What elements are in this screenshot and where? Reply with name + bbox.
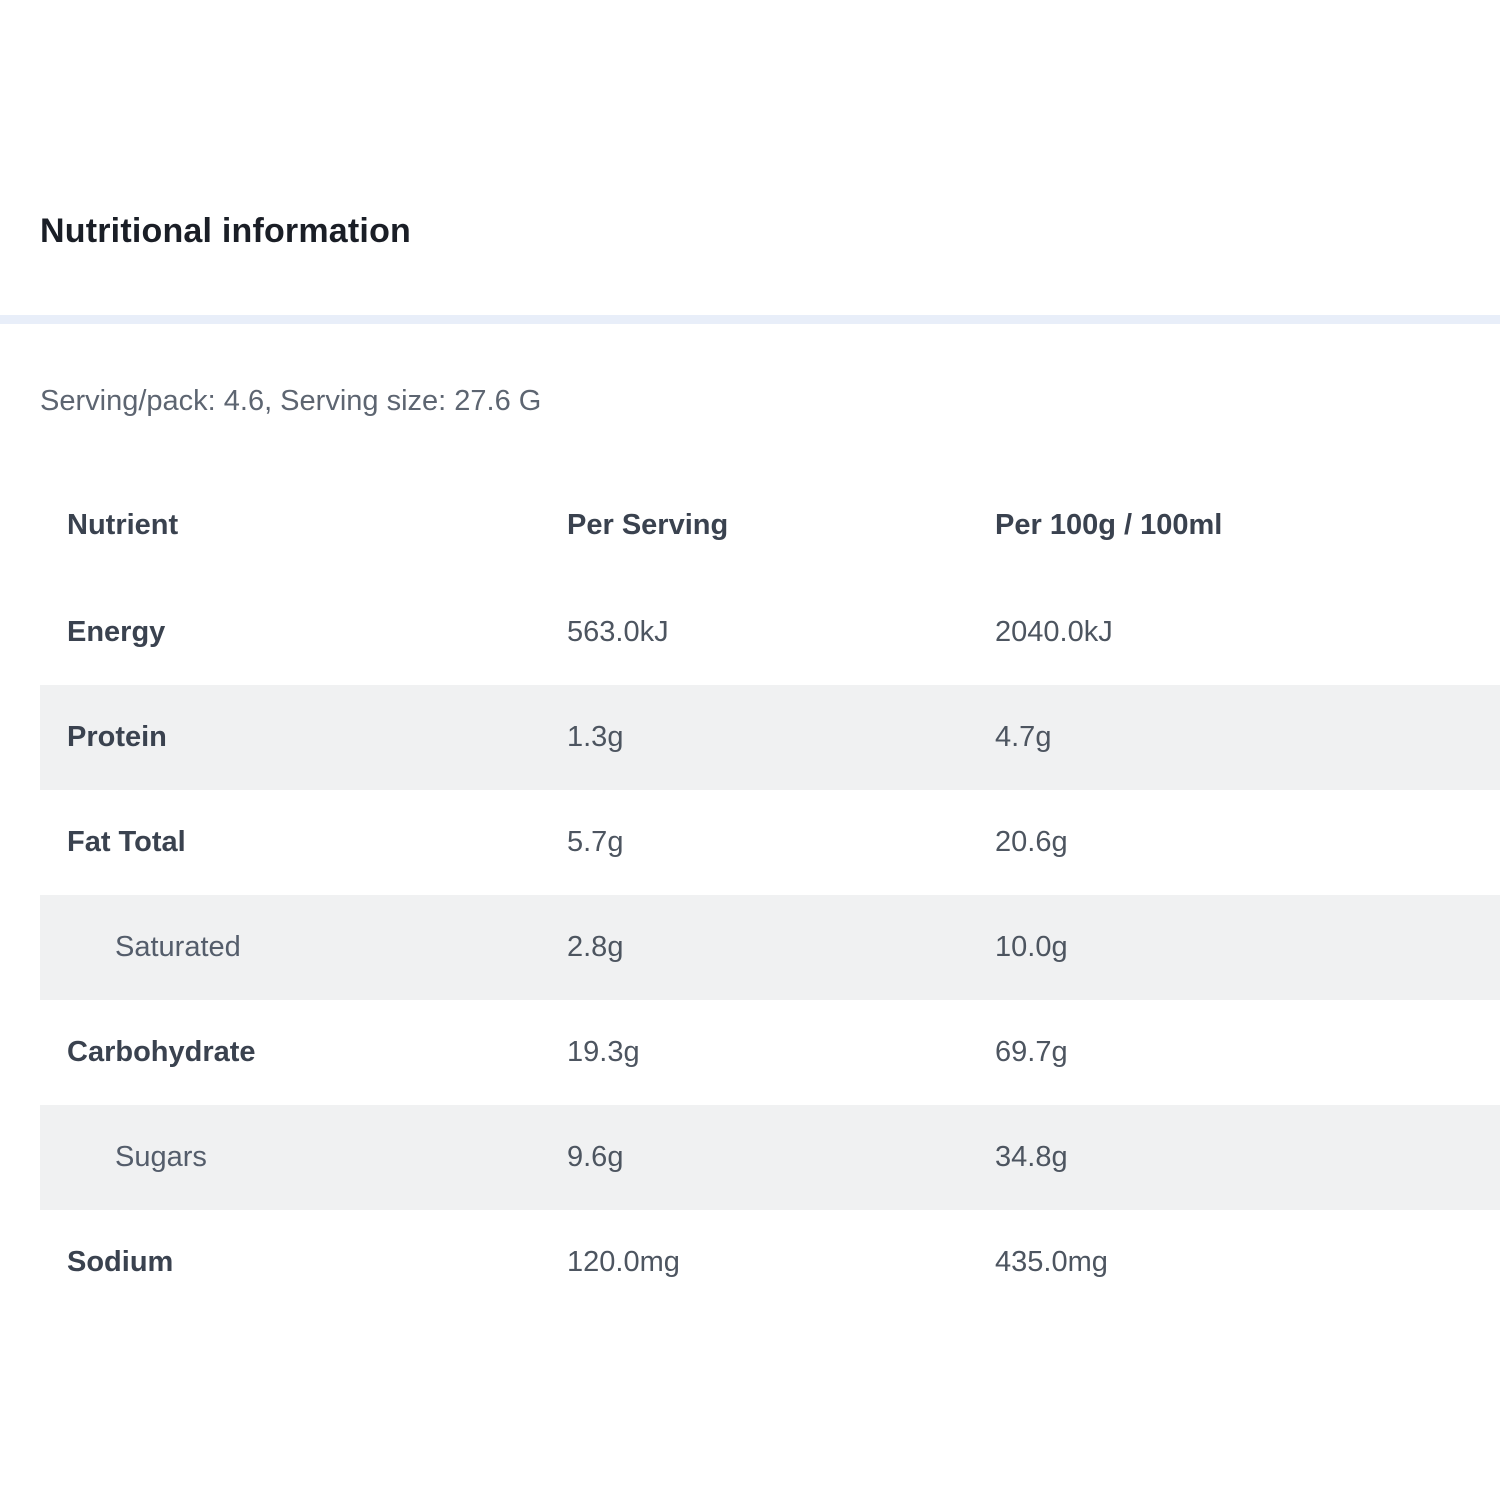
nutrient-label: Saturated [115,931,241,963]
nutrient-label: Sodium [67,1246,174,1278]
table-row: Fat Total 5.7g 20.6g [40,790,1500,895]
per-serving-value: 19.3g [567,1036,640,1068]
nutrition-table-body: Energy 563.0kJ 2040.0kJ Protein 1.3g 4.7g Fat … [40,580,1500,1315]
table-header-row: Nutrient Per Serving Per 100g / 100ml [40,470,1500,580]
table-row: Carbohydrate 19.3g 69.7g [40,1000,1500,1105]
per-serving-value: 5.7g [567,826,624,858]
per-serving-value: 120.0mg [567,1246,680,1278]
nutrient-label: Sugars [115,1141,207,1173]
per-100g-value: 20.6g [995,826,1068,858]
table-row: Energy 563.0kJ 2040.0kJ [40,580,1500,685]
table-row: Sodium 120.0mg 435.0mg [40,1210,1500,1315]
per-100g-value: 69.7g [995,1036,1068,1068]
serving-info-text: Serving/pack: 4.6, Serving size: 27.6 G [40,385,542,417]
column-header-per-100g: Per 100g / 100ml [995,508,1223,541]
per-serving-value: 1.3g [567,721,624,753]
nutrient-label: Carbohydrate [67,1036,256,1068]
table-row: Sugars 9.6g 34.8g [40,1105,1500,1210]
table-row: Protein 1.3g 4.7g [40,685,1500,790]
per-100g-value: 2040.0kJ [995,616,1113,648]
per-100g-value: 4.7g [995,721,1052,753]
column-header-nutrient: Nutrient [67,508,179,541]
per-serving-value: 2.8g [567,931,624,963]
page-title: Nutritional information [40,212,412,250]
per-serving-value: 563.0kJ [567,616,669,648]
table-row: Saturated 2.8g 10.0g [40,895,1500,1000]
per-100g-value: 10.0g [995,931,1068,963]
nutrient-label: Fat Total [67,826,186,858]
column-header-per-serving: Per Serving [567,508,729,541]
nutrient-label: Energy [67,616,166,648]
title-divider [0,315,1500,324]
per-100g-value: 435.0mg [995,1246,1108,1278]
per-serving-value: 9.6g [567,1141,624,1173]
per-100g-value: 34.8g [995,1141,1068,1173]
nutrient-label: Protein [67,721,167,753]
nutrition-table: Nutrient Per Serving Per 100g / 100ml En… [40,470,1500,1315]
